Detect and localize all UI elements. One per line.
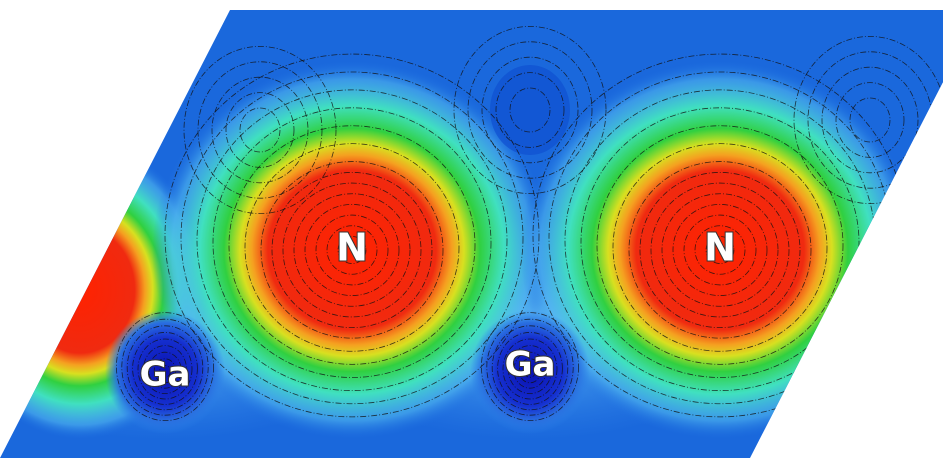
contour bbox=[183, 46, 337, 214]
contour bbox=[121, 318, 209, 416]
contour bbox=[793, 36, 943, 204]
contour bbox=[260, 161, 444, 339]
contour bbox=[282, 182, 422, 318]
contour bbox=[225, 92, 295, 168]
contour bbox=[480, 312, 579, 422]
contour bbox=[116, 312, 214, 422]
contour bbox=[524, 364, 536, 378]
contour bbox=[137, 338, 193, 400]
contour bbox=[337, 236, 367, 264]
contours bbox=[116, 26, 943, 422]
contour bbox=[580, 107, 860, 378]
contour bbox=[835, 82, 905, 158]
contour bbox=[315, 214, 389, 286]
contour bbox=[497, 331, 563, 405]
contour bbox=[126, 325, 204, 411]
contour bbox=[705, 236, 735, 264]
labels: N N Ga Ga bbox=[139, 225, 737, 396]
contour bbox=[197, 61, 323, 199]
contour bbox=[612, 143, 828, 352]
contour bbox=[821, 66, 919, 174]
contour bbox=[467, 41, 593, 179]
contour bbox=[180, 71, 524, 405]
contour bbox=[849, 97, 891, 143]
contour bbox=[596, 125, 844, 365]
contour bbox=[132, 331, 198, 405]
density-ga bbox=[470, 310, 590, 434]
atom-label: N bbox=[336, 226, 368, 270]
contour bbox=[304, 204, 400, 296]
contour bbox=[239, 107, 281, 153]
contour bbox=[228, 125, 476, 365]
contour bbox=[661, 193, 779, 307]
contour bbox=[326, 225, 378, 275]
contour bbox=[481, 56, 579, 164]
contour bbox=[683, 214, 757, 286]
contour bbox=[513, 351, 547, 389]
atom-label: N bbox=[704, 226, 736, 270]
contour bbox=[164, 53, 540, 418]
contour bbox=[271, 171, 433, 328]
contour bbox=[672, 204, 768, 296]
contour bbox=[507, 345, 552, 395]
contour bbox=[212, 107, 492, 378]
contour bbox=[153, 358, 177, 384]
contour bbox=[628, 161, 812, 339]
contour bbox=[148, 351, 182, 389]
contour bbox=[159, 364, 171, 378]
contour bbox=[196, 89, 508, 392]
density-void bbox=[490, 65, 570, 155]
contour bbox=[244, 143, 460, 352]
contour bbox=[211, 76, 309, 184]
atom-label: Ga bbox=[505, 345, 556, 385]
contour bbox=[694, 225, 746, 275]
contour bbox=[502, 338, 558, 400]
contour bbox=[518, 358, 542, 384]
contour bbox=[142, 345, 187, 395]
contour bbox=[486, 318, 574, 416]
contour bbox=[495, 72, 565, 148]
contour bbox=[639, 171, 801, 328]
density-ga bbox=[105, 310, 225, 434]
atom-label: Ga bbox=[140, 355, 191, 395]
contour bbox=[293, 193, 411, 307]
contour bbox=[650, 182, 790, 318]
contour bbox=[453, 26, 607, 194]
density-n bbox=[152, 60, 552, 440]
contour bbox=[491, 325, 569, 411]
contour bbox=[509, 87, 551, 133]
